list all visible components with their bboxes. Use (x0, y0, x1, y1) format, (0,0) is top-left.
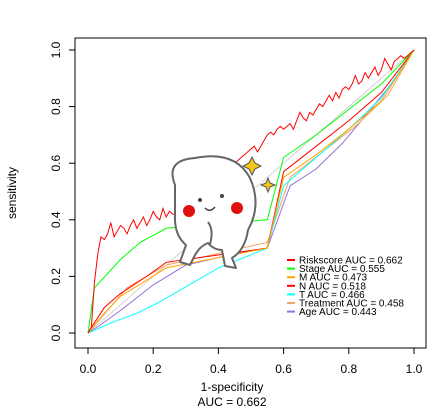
footer-auc: AUC = 0.662 (197, 395, 266, 409)
series-line (87, 49, 415, 334)
sticker-mouth (204, 206, 216, 211)
y-axis-label: sensitivity (5, 167, 19, 219)
legend-label: Stage AUC = 0.555 (299, 264, 385, 275)
legend-label: Treatment AUC = 0.458 (299, 299, 404, 310)
sparkle-icon (241, 155, 263, 177)
series-lines (87, 49, 415, 334)
y-tick-label: 1.0 (49, 41, 63, 58)
y-tick-label: 0.4 (49, 211, 63, 228)
x-axis: 0.0 0.2 0.4 0.6 0.8 1.0 (80, 347, 423, 376)
sticker-cheek-right (231, 202, 243, 214)
sticker-illustration (171, 155, 277, 269)
x-tick-label: 0.2 (145, 362, 162, 376)
legend-label: N AUC = 0.518 (299, 281, 366, 292)
sticker-cheek-left (183, 205, 195, 217)
x-tick-label: 0.0 (80, 362, 97, 376)
sticker-eye-right (220, 194, 224, 198)
y-axis: 0.0 0.2 0.4 0.6 0.8 1.0 (49, 41, 76, 341)
legend-label: T AUC = 0.466 (299, 290, 365, 301)
x-tick-label: 0.6 (275, 362, 292, 376)
sparkle-icon (259, 176, 277, 194)
y-tick-label: 0.6 (49, 155, 63, 172)
legend-label: Age AUC = 0.443 (299, 307, 377, 318)
y-tick-label: 0.0 (49, 324, 63, 341)
sticker-eye-left (198, 198, 202, 202)
y-tick-label: 0.2 (49, 268, 63, 285)
x-axis-label: 1-specificity (201, 380, 264, 394)
y-tick-label: 0.8 (49, 98, 63, 115)
x-tick-label: 0.4 (210, 362, 227, 376)
legend-label: Riskscore AUC = 0.662 (299, 256, 403, 267)
legend-label: M AUC = 0.473 (299, 273, 368, 284)
series-line (87, 49, 415, 334)
x-tick-label: 1.0 (406, 362, 423, 376)
sticker-hand-line (207, 221, 213, 245)
sticker-body (171, 155, 257, 269)
x-tick-label: 0.8 (340, 362, 357, 376)
